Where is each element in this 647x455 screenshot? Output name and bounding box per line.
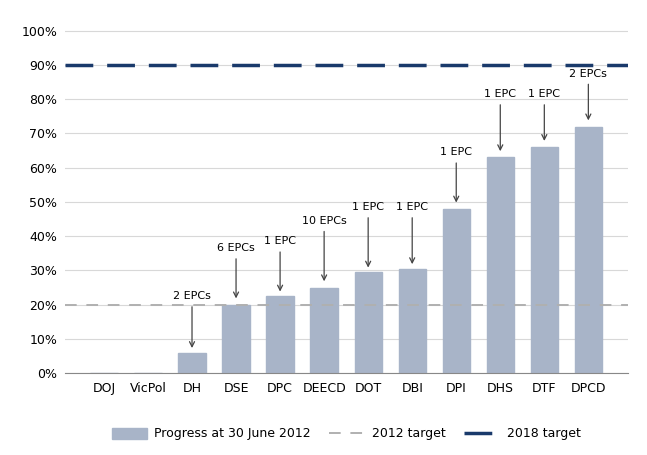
Bar bbox=[575, 126, 602, 373]
Text: 1 EPC: 1 EPC bbox=[352, 202, 384, 266]
Text: 1 EPC: 1 EPC bbox=[396, 202, 428, 263]
Text: 1 EPC: 1 EPC bbox=[529, 89, 560, 140]
Text: 1 EPC: 1 EPC bbox=[264, 237, 296, 290]
Text: 6 EPCs: 6 EPCs bbox=[217, 243, 255, 297]
Bar bbox=[487, 157, 514, 373]
Text: 2 EPCs: 2 EPCs bbox=[569, 69, 608, 119]
Text: 2 EPCs: 2 EPCs bbox=[173, 291, 211, 347]
Text: 1 EPC: 1 EPC bbox=[484, 89, 516, 150]
Text: 1 EPC: 1 EPC bbox=[440, 147, 472, 201]
Bar bbox=[267, 296, 294, 373]
Bar bbox=[443, 209, 470, 373]
Bar bbox=[399, 269, 426, 373]
Bar bbox=[311, 288, 338, 373]
Legend: Progress at 30 June 2012, 2012 target, 2018 target: Progress at 30 June 2012, 2012 target, 2… bbox=[107, 423, 586, 445]
Bar bbox=[355, 272, 382, 373]
Bar bbox=[223, 305, 250, 373]
Bar bbox=[531, 147, 558, 373]
Bar bbox=[179, 353, 206, 373]
Text: 10 EPCs: 10 EPCs bbox=[302, 216, 347, 280]
